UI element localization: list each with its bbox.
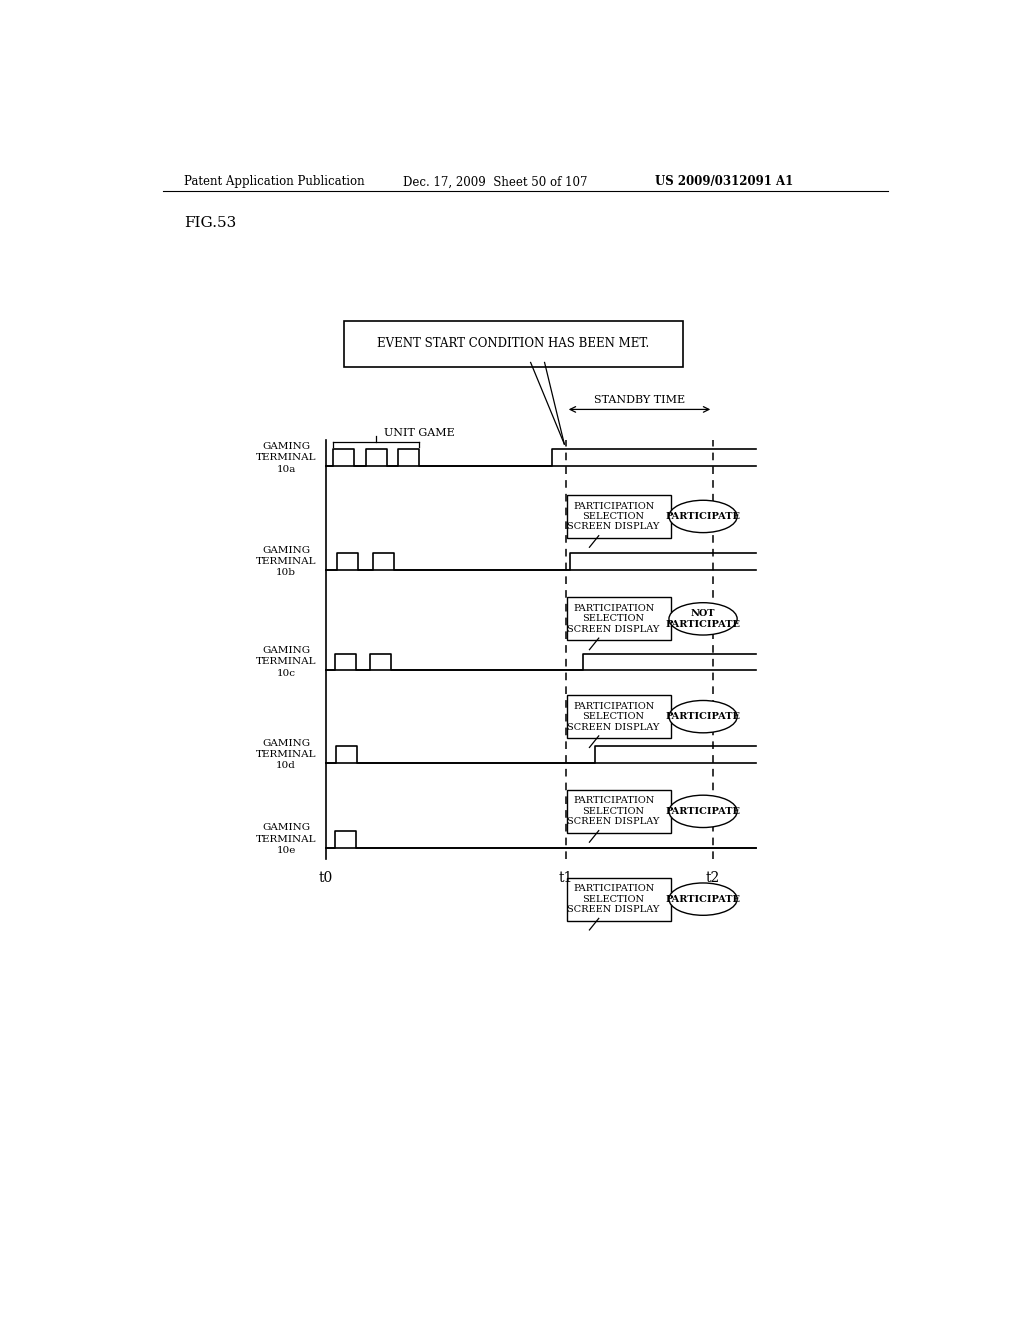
Text: PARTICIPATION
SELECTION
SCREEN DISPLAY: PARTICIPATION SELECTION SCREEN DISPLAY xyxy=(567,884,659,913)
Text: Patent Application Publication: Patent Application Publication xyxy=(183,176,365,189)
Text: NOT
PARTICIPATE: NOT PARTICIPATE xyxy=(666,609,740,628)
Text: UNIT GAME: UNIT GAME xyxy=(384,428,455,438)
Text: PARTICIPATE: PARTICIPATE xyxy=(666,807,740,816)
FancyBboxPatch shape xyxy=(566,696,671,738)
Text: GAMING
TERMINAL
10b: GAMING TERMINAL 10b xyxy=(256,546,316,577)
FancyBboxPatch shape xyxy=(566,598,671,640)
Text: t0: t0 xyxy=(318,871,333,884)
Text: US 2009/0312091 A1: US 2009/0312091 A1 xyxy=(655,176,794,189)
Ellipse shape xyxy=(669,795,737,828)
Text: PARTICIPATION
SELECTION
SCREEN DISPLAY: PARTICIPATION SELECTION SCREEN DISPLAY xyxy=(567,605,659,634)
Text: PARTICIPATION
SELECTION
SCREEN DISPLAY: PARTICIPATION SELECTION SCREEN DISPLAY xyxy=(567,796,659,826)
Ellipse shape xyxy=(669,701,737,733)
Text: t1: t1 xyxy=(559,871,573,884)
Text: Dec. 17, 2009  Sheet 50 of 107: Dec. 17, 2009 Sheet 50 of 107 xyxy=(403,176,588,189)
Text: PARTICIPATE: PARTICIPATE xyxy=(666,713,740,721)
Ellipse shape xyxy=(669,603,737,635)
Text: GAMING
TERMINAL
10c: GAMING TERMINAL 10c xyxy=(256,647,316,677)
FancyBboxPatch shape xyxy=(566,495,671,539)
Ellipse shape xyxy=(669,500,737,532)
FancyBboxPatch shape xyxy=(566,789,671,833)
Text: GAMING
TERMINAL
10e: GAMING TERMINAL 10e xyxy=(256,824,316,854)
Text: PARTICIPATION
SELECTION
SCREEN DISPLAY: PARTICIPATION SELECTION SCREEN DISPLAY xyxy=(567,502,659,532)
Text: PARTICIPATION
SELECTION
SCREEN DISPLAY: PARTICIPATION SELECTION SCREEN DISPLAY xyxy=(567,702,659,731)
Text: t2: t2 xyxy=(706,871,720,884)
Text: PARTICIPATE: PARTICIPATE xyxy=(666,895,740,904)
FancyBboxPatch shape xyxy=(344,321,683,367)
Ellipse shape xyxy=(669,883,737,915)
Text: GAMING
TERMINAL
10d: GAMING TERMINAL 10d xyxy=(256,739,316,770)
Text: GAMING
TERMINAL
10a: GAMING TERMINAL 10a xyxy=(256,442,316,474)
Text: FIG.53: FIG.53 xyxy=(183,216,237,230)
Text: STANDBY TIME: STANDBY TIME xyxy=(594,395,685,405)
Text: PARTICIPATE: PARTICIPATE xyxy=(666,512,740,521)
FancyBboxPatch shape xyxy=(566,878,671,921)
Text: EVENT START CONDITION HAS BEEN MET.: EVENT START CONDITION HAS BEEN MET. xyxy=(378,338,649,351)
